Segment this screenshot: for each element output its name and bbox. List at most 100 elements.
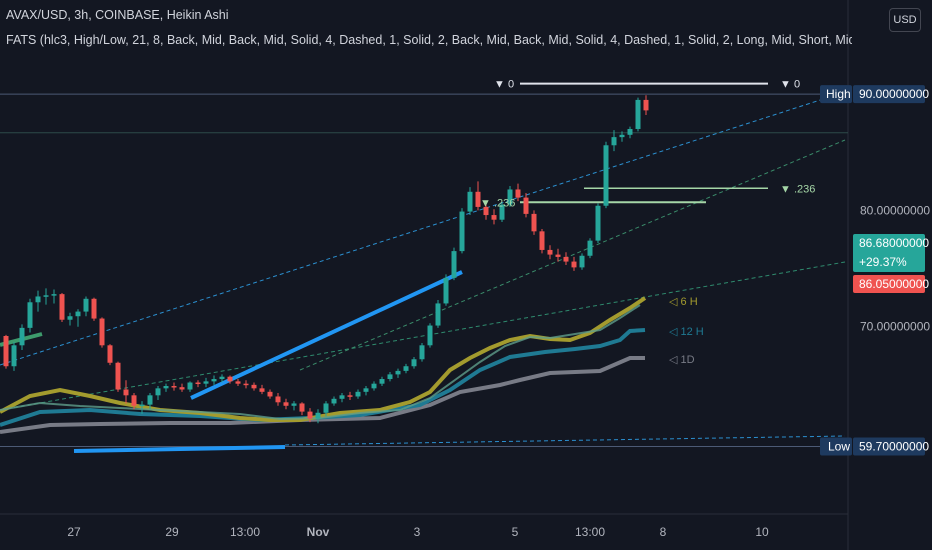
candle-body xyxy=(115,362,121,390)
high-tag-value: 90.00000000 xyxy=(859,87,929,101)
x-tick-label: 29 xyxy=(165,525,179,539)
candle-body xyxy=(235,381,241,384)
candle-body xyxy=(547,249,553,255)
tf-6h-label: ◁ 6 H xyxy=(669,296,698,308)
candle-body xyxy=(75,311,81,317)
candle xyxy=(539,229,545,254)
candle xyxy=(627,126,633,139)
fib-236-right-label: ▼ .236 xyxy=(780,183,815,195)
fib-0-left-label: ▼ 0 xyxy=(494,79,514,91)
high-tag-value-box xyxy=(853,85,925,104)
x-tick-label: 8 xyxy=(660,525,667,539)
candle-body xyxy=(635,99,641,129)
candle xyxy=(555,248,561,262)
candle xyxy=(43,288,49,305)
candle-body xyxy=(83,298,89,312)
candle xyxy=(371,381,377,391)
ma-6h-line xyxy=(0,296,647,422)
candle xyxy=(267,389,273,399)
candle-body xyxy=(611,137,617,146)
candle-body xyxy=(195,382,201,385)
candle-body xyxy=(483,206,489,216)
candle xyxy=(203,377,209,388)
candle xyxy=(435,299,441,328)
candle xyxy=(475,181,481,211)
high-tag-label: High xyxy=(826,87,851,101)
candle xyxy=(19,324,25,350)
candle-body xyxy=(403,366,409,371)
candle xyxy=(515,183,521,202)
x-tick-label: 13:00 xyxy=(575,525,605,539)
tf-1d-label: ◁ 1D xyxy=(669,354,695,366)
candle-body xyxy=(163,386,169,389)
candle-body xyxy=(27,302,33,328)
candle xyxy=(139,401,145,414)
candle-body xyxy=(3,336,9,367)
candle-body xyxy=(515,189,521,198)
ma-fast-line xyxy=(0,304,641,421)
candle xyxy=(51,289,57,304)
candle xyxy=(99,317,105,348)
candle-body xyxy=(59,294,65,320)
trend-projection-mid xyxy=(0,261,846,411)
high-tag-box xyxy=(820,85,852,104)
candle xyxy=(251,382,257,391)
candle-body xyxy=(147,395,153,405)
candle xyxy=(611,130,617,152)
candle xyxy=(27,298,33,333)
candle xyxy=(571,256,577,271)
candle-body xyxy=(107,345,113,363)
fib-0-right-label: ▼ 0 xyxy=(780,79,800,91)
candle-body xyxy=(259,388,265,392)
candle-body xyxy=(347,395,353,397)
candle-body xyxy=(427,325,433,346)
tf-12h-label: ◁ 12 H xyxy=(669,326,704,338)
y-tick-label: 80.00000000 xyxy=(860,203,930,217)
low-tag-box xyxy=(820,437,852,456)
candle-body xyxy=(283,402,289,406)
candle-body xyxy=(379,379,385,384)
candle-body xyxy=(435,303,441,326)
candle xyxy=(75,309,81,327)
candle xyxy=(155,386,161,400)
candle xyxy=(531,210,537,235)
candle-body xyxy=(507,189,513,205)
trend-projection-upper xyxy=(0,91,846,366)
candle xyxy=(243,380,249,389)
last-tag-box xyxy=(853,234,925,272)
x-tick-label: 13:00 xyxy=(230,525,260,539)
candle xyxy=(331,396,337,406)
candle-body xyxy=(275,396,281,403)
candle-body xyxy=(419,345,425,360)
candle-body xyxy=(243,383,249,386)
candle xyxy=(459,208,465,254)
candle xyxy=(547,245,553,260)
candle xyxy=(131,392,137,410)
candle xyxy=(227,375,233,384)
candle xyxy=(427,323,433,348)
fib-236-left-label: ▼ .236 xyxy=(480,197,515,209)
candle-body xyxy=(355,391,361,397)
last-price-value: 86.68000000 xyxy=(859,236,929,250)
candle xyxy=(363,386,369,396)
candle-body xyxy=(555,254,561,257)
candle-body xyxy=(475,191,481,207)
candle xyxy=(339,392,345,403)
candle-body xyxy=(579,255,585,268)
indicator-legend[interactable]: FATS (hlc3, High/Low, 21, 8, Back, Mid, … xyxy=(6,33,852,47)
candle-body xyxy=(467,191,473,212)
candle xyxy=(523,192,529,218)
candle xyxy=(83,296,89,317)
ma-12h-line xyxy=(0,328,646,427)
currency-button[interactable]: USD xyxy=(889,8,921,32)
candle xyxy=(235,379,241,387)
candle xyxy=(483,201,489,220)
ma-1d-line xyxy=(0,356,645,434)
candle xyxy=(115,361,121,392)
candle xyxy=(307,408,313,423)
candle-body xyxy=(587,240,593,256)
candle-body xyxy=(251,384,257,389)
candle-body xyxy=(203,381,209,384)
